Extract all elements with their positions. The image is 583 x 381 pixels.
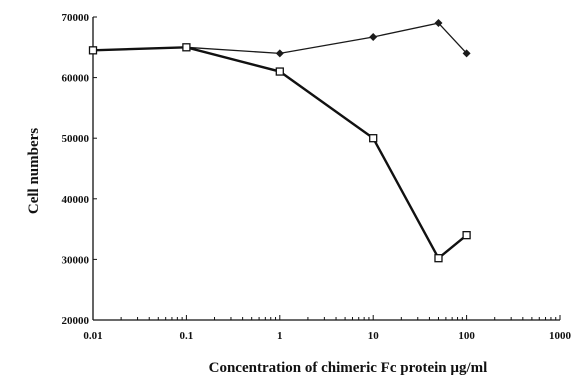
y-tick-label: 60000 [62, 73, 90, 85]
data-point-diamond [434, 19, 443, 28]
y-tick-label: 20000 [62, 315, 90, 327]
data-point-square [182, 43, 191, 52]
y-tick-label: 40000 [62, 194, 90, 206]
data-point-diamond [369, 32, 378, 41]
y-axis-title: Cell numbers [26, 128, 42, 214]
data-point-diamond [462, 49, 471, 58]
data-point-square [275, 67, 284, 76]
x-tick-label: 0.01 [83, 330, 102, 342]
data-point-diamond [275, 49, 284, 58]
data-point-square [369, 134, 378, 143]
y-tick-label: 30000 [62, 254, 90, 266]
data-point-square [462, 231, 471, 240]
series-layer [88, 19, 471, 263]
y-tick-label: 70000 [62, 12, 90, 24]
data-point-square [88, 46, 98, 55]
x-axis-title: Concentration of chimeric Fc protein µg/… [209, 360, 488, 376]
axes [92, 17, 560, 321]
ticks: 20000 30000 40000 50000 60000 70000 0.01 0.1 1 10… [62, 12, 572, 342]
x-tick-label: 100 [458, 330, 475, 342]
x-tick-label: 0.1 [180, 330, 194, 342]
series-line-square [92, 46, 468, 261]
data-point-square [434, 254, 443, 263]
x-tick-label: 1000 [549, 330, 572, 342]
y-tick-label: 50000 [62, 133, 90, 145]
x-tick-label: 10 [368, 330, 380, 342]
x-tick-label: 1 [277, 330, 283, 342]
